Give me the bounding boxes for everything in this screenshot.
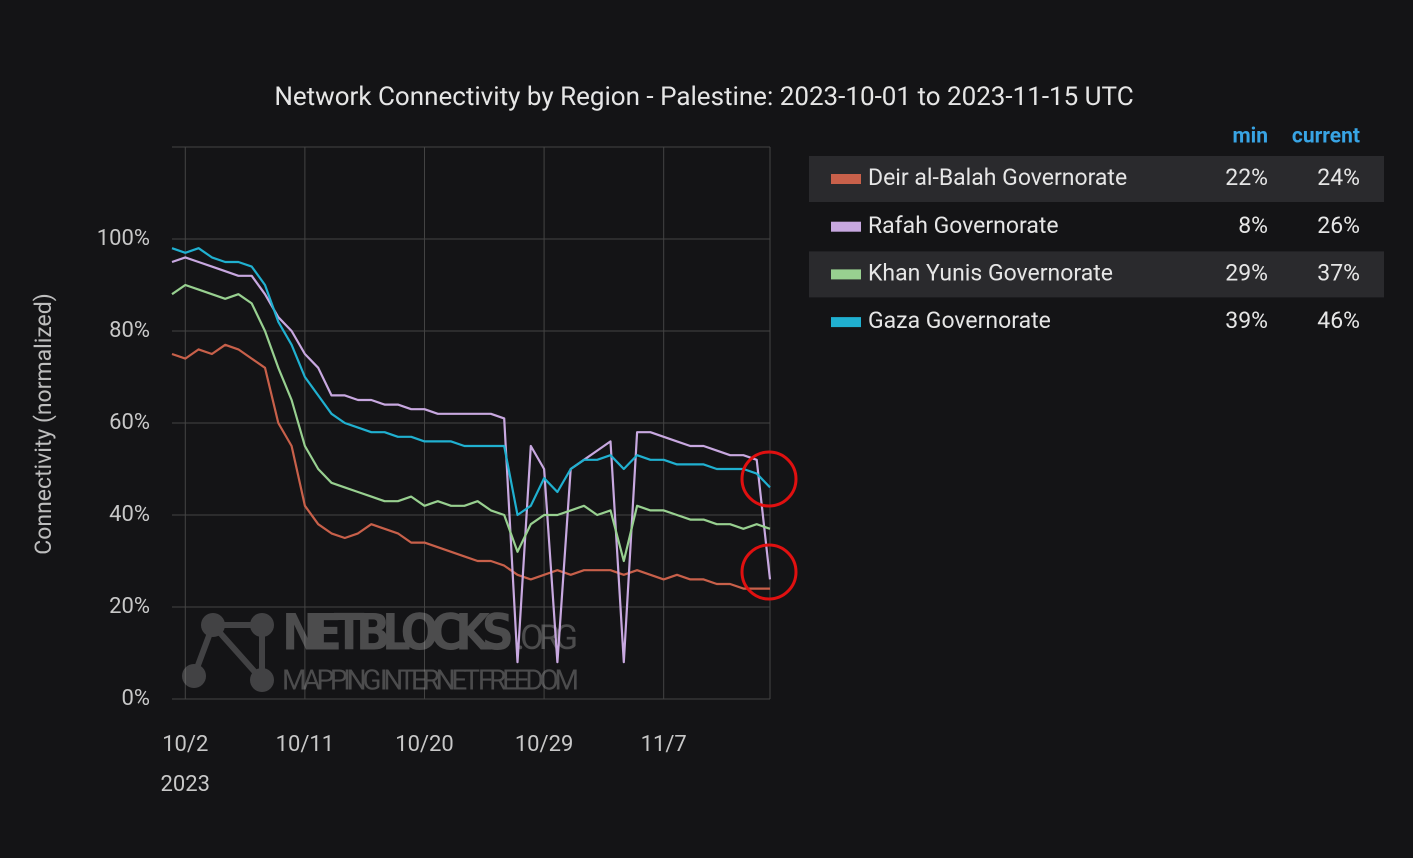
lines bbox=[171, 247, 772, 664]
y-tick-label: 80% bbox=[109, 318, 150, 343]
legend-current: 26% bbox=[1317, 212, 1360, 239]
logo-dot bbox=[250, 668, 274, 692]
grid bbox=[172, 146, 771, 700]
series-line bbox=[171, 343, 770, 590]
x-year-label: 2023 bbox=[161, 772, 210, 797]
legend-label: Khan Yunis Governorate bbox=[868, 259, 1113, 286]
series-line bbox=[171, 247, 771, 517]
y-tick-label: 0% bbox=[122, 686, 150, 711]
legend-current: 46% bbox=[1317, 307, 1360, 334]
x-tick-label: 10/20 bbox=[395, 732, 454, 757]
y-tick-label: 40% bbox=[109, 502, 150, 527]
legend: min current Deir al-Balah Governorate 22% 24… bbox=[809, 125, 1384, 334]
x-tick-label: 10/2 bbox=[162, 732, 208, 757]
legend-row-bg bbox=[809, 251, 1384, 298]
x-tick-label: 10/11 bbox=[276, 732, 335, 757]
y-axis-label: Connectivity (normalized) bbox=[30, 293, 57, 554]
x-tick-label: 11/7 bbox=[641, 732, 687, 757]
y-tick-label: 20% bbox=[109, 594, 150, 619]
legend-header: current bbox=[1292, 125, 1360, 149]
legend-min: 8% bbox=[1238, 212, 1268, 239]
legend-min: 22% bbox=[1225, 164, 1268, 191]
x-tick-label: 10/29 bbox=[515, 732, 574, 757]
highlight-circle bbox=[740, 543, 798, 601]
legend-label: Gaza Governorate bbox=[868, 307, 1051, 334]
legend-swatch bbox=[831, 221, 861, 232]
highlight-circle bbox=[740, 450, 798, 508]
watermark-tagline: MAPPING INTERNET FREEDOM bbox=[282, 663, 579, 696]
legend-header: min bbox=[1232, 125, 1268, 149]
legend-current: 24% bbox=[1317, 164, 1360, 191]
legend-label: Rafah Governorate bbox=[868, 212, 1059, 239]
legend-min: 29% bbox=[1225, 259, 1268, 286]
legend-swatch bbox=[831, 174, 861, 184]
logo-dot bbox=[250, 613, 274, 637]
legend-current: 37% bbox=[1317, 259, 1360, 286]
logo-link bbox=[191, 622, 265, 682]
chart-title: Network Connectivity by Region - Palesti… bbox=[274, 82, 1133, 112]
watermark-name: NETBLOCKS bbox=[282, 604, 514, 662]
series-line bbox=[171, 283, 771, 563]
legend-row-bg bbox=[809, 156, 1384, 202]
watermark: NETBLOCKS .ORG MAPPING INTERNET FREEDOM bbox=[182, 604, 579, 696]
legend-min: 39% bbox=[1225, 307, 1268, 334]
logo-dot bbox=[201, 613, 225, 637]
y-tick-label: 60% bbox=[109, 410, 150, 435]
y-tick-label: 100% bbox=[97, 226, 150, 251]
legend-label: Deir al-Balah Governorate bbox=[868, 164, 1127, 191]
legend-swatch bbox=[831, 317, 861, 328]
logo-dot bbox=[182, 664, 206, 688]
watermark-suffix: .ORG bbox=[516, 618, 578, 658]
legend-swatch bbox=[831, 269, 861, 280]
